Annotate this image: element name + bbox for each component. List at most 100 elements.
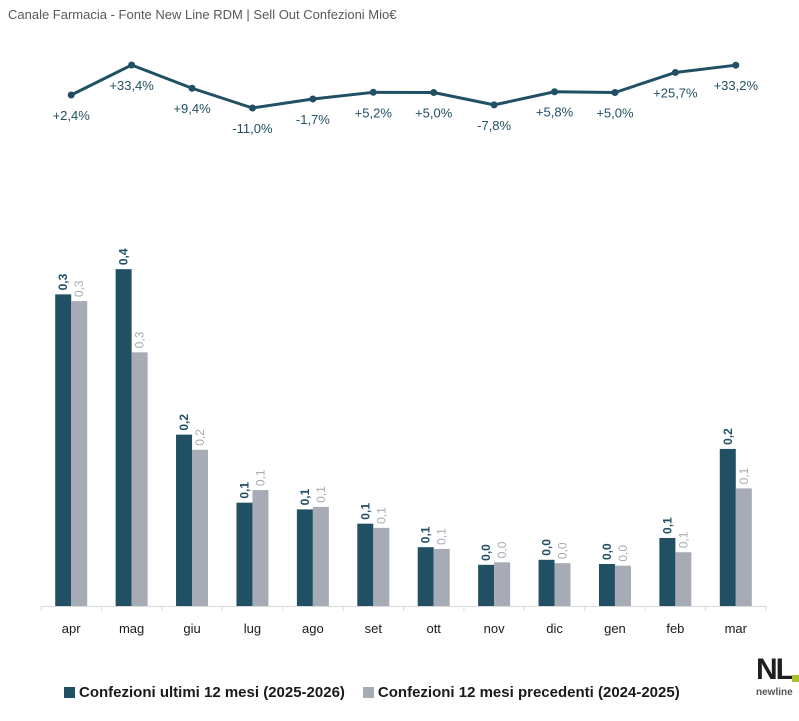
growth-label: +2,4% (53, 108, 91, 123)
growth-label: +33,4% (109, 78, 154, 93)
bar-previous (71, 301, 88, 606)
growth-label: -1,7% (296, 112, 330, 127)
legend-swatch-previous (362, 687, 374, 698)
data-label-previous: 0,0 (495, 541, 509, 558)
growth-point (430, 89, 438, 97)
data-label-previous: 0,1 (374, 507, 388, 524)
x-tick-label: mar (725, 621, 748, 636)
bar-previous (312, 506, 329, 606)
growth-label: +5,0% (596, 106, 634, 121)
growth-label: +33,2% (714, 78, 759, 93)
growth-line-layer: +2,4% +33,4% +9,4% -11,0% -1,7% +5,2% +5,0% -7,… (53, 61, 759, 136)
bar-previous (614, 565, 631, 606)
bar-current (598, 564, 615, 606)
data-label-previous: 0,3 (133, 331, 147, 348)
legend-item-current: Confezioni ultimi 12 mesi (2025-2026) (64, 684, 345, 701)
bar-previous (252, 490, 269, 606)
legend-swatch-current (64, 687, 75, 698)
x-tick-label: nov (484, 621, 505, 636)
bar-current (236, 502, 253, 606)
bar-current (115, 269, 132, 606)
data-label-previous: 0,1 (737, 467, 751, 484)
x-tick-label: dic (546, 621, 563, 636)
growth-label: -11,0% (232, 121, 273, 136)
growth-point (128, 61, 136, 69)
logo-square (792, 675, 799, 682)
logo-mark: NL (756, 653, 794, 686)
growth-label: +5,2% (355, 105, 393, 120)
bar-previous (192, 449, 209, 606)
bar-previous (131, 352, 148, 606)
growth-point (369, 88, 377, 96)
bar-current (659, 537, 676, 606)
data-label-previous: 0,1 (435, 528, 449, 545)
bar-previous (675, 552, 692, 606)
x-tick-label: lug (244, 621, 261, 636)
growth-point (551, 88, 559, 96)
bar-current (538, 559, 555, 606)
legend: Confezioni ultimi 12 mesi (2025-2026) Co… (64, 684, 698, 701)
bar-previous (373, 527, 390, 606)
growth-point (611, 89, 619, 97)
x-tick-label: apr (62, 621, 81, 636)
growth-label: +5,0% (415, 106, 453, 121)
data-label-previous: 0,1 (253, 469, 267, 486)
growth-point (188, 84, 196, 92)
growth-label: -7,8% (477, 118, 511, 133)
bar-previous (433, 548, 450, 606)
growth-point (67, 91, 75, 99)
x-tick-label: set (365, 621, 383, 636)
data-label-current: 0,1 (298, 488, 312, 505)
x-tick-label: ago (302, 621, 324, 636)
bar-previous (494, 562, 511, 606)
legend-label-current: Confezioni ultimi 12 mesi (2025-2026) (79, 684, 345, 701)
data-label-previous: 0,3 (72, 280, 86, 297)
data-label-current: 0,0 (540, 539, 554, 556)
x-tick-label: ott (426, 621, 441, 636)
data-label-current: 0,1 (358, 503, 372, 520)
chart-title: Canale Farmacia - Fonte New Line RDM | S… (8, 7, 397, 22)
growth-point (309, 95, 317, 103)
bars-layer: 0,3 0,30,40,30,20,20,10,10,1 0,10,1 0,10,1 0… (55, 248, 752, 606)
growth-point (671, 68, 679, 76)
growth-point (248, 104, 256, 112)
data-label-previous: 0,0 (556, 542, 570, 559)
bar-previous (554, 563, 571, 606)
data-label-current: 0,3 (56, 273, 70, 290)
bar-current (55, 294, 72, 606)
data-label-previous: 0,1 (676, 531, 690, 548)
legend-item-previous: Confezioni 12 mesi precedenti (2024-2025… (362, 684, 680, 701)
data-label-previous: 0,0 (616, 545, 630, 562)
data-label-current: 0,2 (177, 414, 191, 431)
x-axis: apr mag giu lug ago set ott nov dic gen feb mar (40, 606, 767, 636)
data-label-current: 0,0 (479, 544, 493, 561)
bar-current (296, 509, 313, 606)
newline-logo: NL newline (754, 655, 799, 705)
bar-current (417, 547, 434, 606)
bar-current (176, 434, 193, 606)
bar-current (478, 564, 495, 606)
bar-current (719, 448, 736, 606)
data-label-current: 0,1 (237, 482, 251, 499)
data-label-current: 0,2 (721, 428, 735, 445)
bar-previous (735, 488, 752, 606)
x-tick-label: giu (183, 621, 200, 636)
data-label-previous: 0,2 (193, 429, 207, 446)
growth-line (70, 63, 736, 110)
bar-current (357, 523, 374, 606)
growth-label: +9,4% (173, 101, 211, 116)
data-label-current: 0,1 (660, 517, 674, 534)
growth-label: +5,8% (536, 105, 574, 120)
logo-text: newline (756, 687, 793, 698)
growth-point (732, 61, 740, 69)
data-label-current: 0,1 (419, 526, 433, 543)
growth-point (490, 101, 498, 109)
x-tick-label: gen (604, 621, 626, 636)
x-tick-label: mag (119, 621, 144, 636)
data-label-current: 0,0 (600, 543, 614, 560)
growth-label: +25,7% (653, 85, 698, 100)
legend-label-previous: Confezioni 12 mesi precedenti (2024-2025… (377, 684, 680, 701)
x-tick-label: feb (666, 621, 684, 636)
data-label-previous: 0,1 (314, 486, 328, 503)
